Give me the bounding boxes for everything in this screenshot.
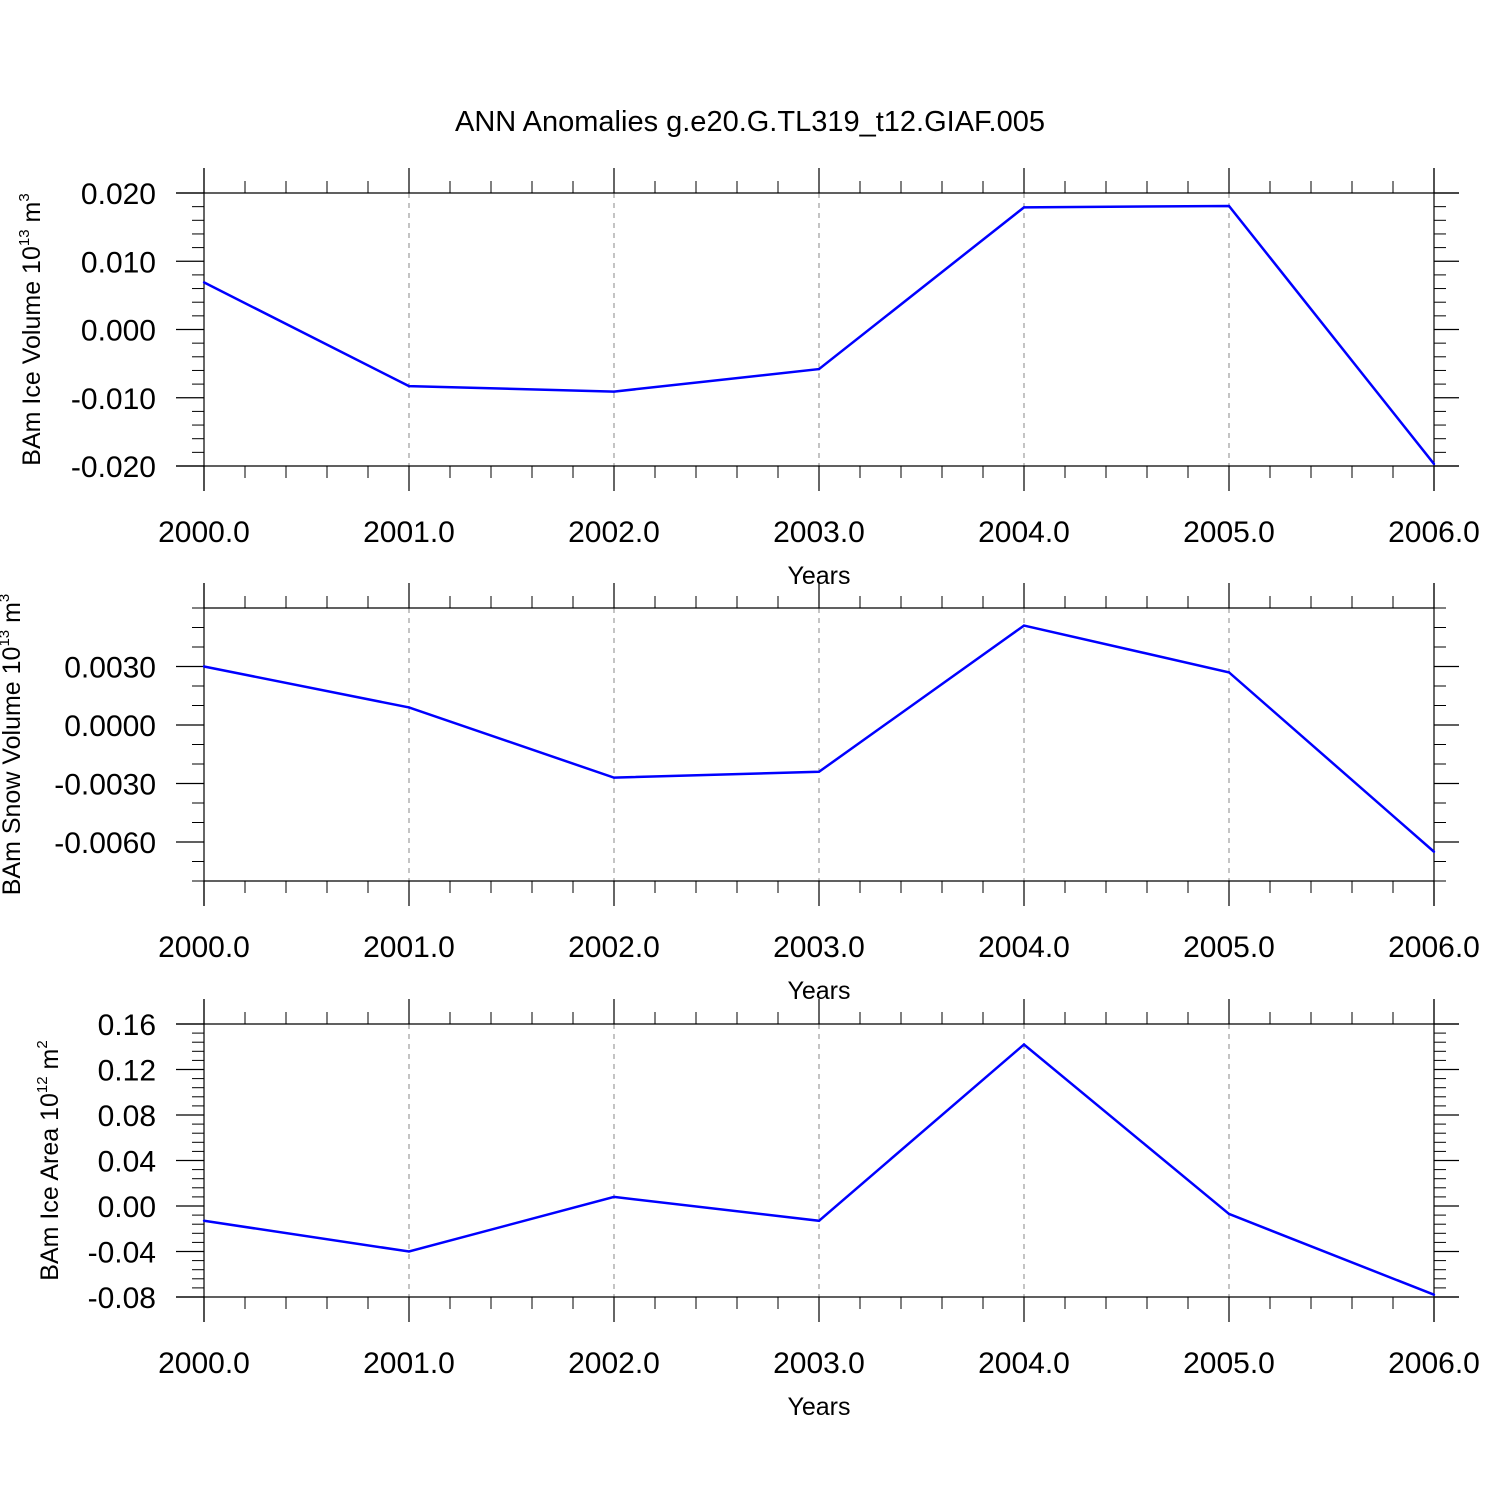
data-point: [202, 1219, 206, 1222]
y-axis-title-text: BAm Snow Volume 10: [0, 647, 26, 896]
x-tick-label: 2006.0: [1388, 516, 1480, 549]
y-axis-title-unit: m: [18, 202, 46, 230]
data-point: [817, 367, 821, 371]
x-axis-title: Years: [787, 1393, 850, 1421]
y-tick-label: 0.020: [81, 178, 156, 211]
data-point: [1227, 1212, 1231, 1216]
x-tick-label: 2001.0: [363, 516, 455, 549]
data-point: [1022, 624, 1026, 627]
x-tick-label: 2001.0: [363, 931, 455, 964]
y-axis-title-text: BAm Ice Volume 10: [18, 246, 46, 466]
y-tick-label: 0.16: [98, 1009, 156, 1042]
y-tick-label: 0.0000: [64, 710, 156, 743]
data-point: [407, 706, 411, 709]
x-tick-label: 2003.0: [773, 1347, 865, 1380]
data-point: [407, 384, 411, 388]
x-tick-label: 2000.0: [158, 931, 250, 964]
data-point: [1022, 206, 1026, 209]
x-tick-label: 2004.0: [978, 516, 1070, 549]
data-point: [202, 665, 206, 668]
y-axis-title: BAm Ice Volume 1013 m3: [16, 193, 46, 465]
data-point: [1227, 671, 1231, 674]
y-tick-label: 0.000: [81, 315, 156, 348]
y-axis-title-exponent: 13: [0, 630, 13, 647]
chart-panel-2: 2000.0 2001.0 2002.0 2003.0 2004.0 2005.0 2006…: [0, 583, 1480, 1005]
y-tick-label: 0.04: [98, 1146, 156, 1179]
x-tick-label: 2006.0: [1388, 931, 1480, 964]
y-axis-title: BAm Ice Area 1012 m2: [34, 1040, 64, 1280]
x-tick-label: 2005.0: [1183, 516, 1275, 549]
y-tick-label: -0.04: [88, 1237, 156, 1270]
x-tick-label: 2000.0: [158, 516, 250, 549]
y-tick-label: -0.020: [71, 451, 156, 484]
y-tick-label: 0.010: [81, 246, 156, 279]
x-tick-label: 2005.0: [1183, 931, 1275, 964]
y-tick-label: 0.00: [98, 1191, 156, 1224]
y-axis-title-unit: m: [0, 602, 26, 630]
x-tick-label: 2004.0: [978, 1347, 1070, 1380]
data-point: [1432, 850, 1436, 853]
data-point: [817, 770, 821, 773]
y-tick-label: -0.0060: [54, 827, 156, 860]
x-tick-label: 2001.0: [363, 1347, 455, 1380]
x-tick-label: 2003.0: [773, 516, 865, 549]
y-tick-label: -0.0030: [54, 769, 156, 802]
y-tick-label: -0.08: [88, 1282, 156, 1315]
y-axis-title-unit: m: [36, 1049, 64, 1077]
x-tick-label: 2005.0: [1183, 1347, 1275, 1380]
y-axis-title-exponent: 13: [16, 229, 33, 246]
y-axis-title-unit-exponent: 2: [34, 1040, 51, 1048]
data-point: [407, 1250, 411, 1253]
y-axis-title-unit-exponent: 3: [16, 193, 33, 201]
data-point: [612, 1195, 616, 1199]
x-tick-label: 2002.0: [568, 931, 660, 964]
y-tick-label: 0.0030: [64, 652, 156, 685]
y-tick-label: -0.010: [71, 383, 156, 416]
x-tick-label: 2002.0: [568, 1347, 660, 1380]
y-axis-title: BAm Snow Volume 1013 m3: [0, 594, 26, 896]
figure-title: ANN Anomalies g.e20.G.TL319_t12.GIAF.005: [455, 106, 1045, 138]
data-point: [1432, 462, 1436, 466]
x-tick-label: 2004.0: [978, 931, 1070, 964]
data-point: [202, 281, 206, 284]
chart-panel-3: 2000.0 2001.0 2002.0 2003.0 2004.0 2005.0 2006…: [34, 999, 1480, 1421]
data-point: [1227, 204, 1231, 208]
x-tick-label: 2006.0: [1388, 1347, 1480, 1380]
y-axis-title-text: BAm Ice Area 10: [36, 1093, 64, 1281]
y-tick-label: 0.08: [98, 1100, 156, 1133]
data-point: [612, 390, 616, 393]
x-tick-label: 2000.0: [158, 1347, 250, 1380]
y-tick-label: 0.12: [98, 1055, 156, 1088]
x-tick-label: 2003.0: [773, 931, 865, 964]
data-point: [1432, 1293, 1436, 1296]
data-point: [817, 1219, 821, 1222]
data-point: [612, 776, 616, 779]
y-axis-title-exponent: 12: [34, 1076, 51, 1093]
data-point: [1022, 1043, 1026, 1046]
y-axis-title-unit-exponent: 3: [0, 594, 13, 602]
x-tick-label: 2002.0: [568, 516, 660, 549]
chart-panel-1: 2000.0 2001.0 2002.0 2003.0 2004.0 2005.0 2006…: [16, 168, 1480, 590]
